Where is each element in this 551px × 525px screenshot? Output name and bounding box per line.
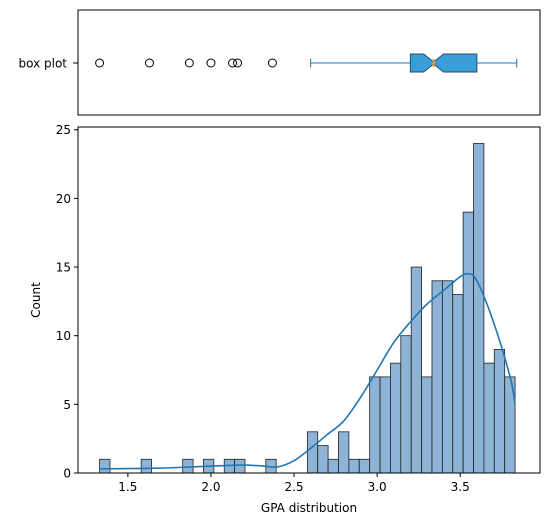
histogram-bar: [410, 266, 422, 474]
x-ticks: 1.5 2.0 2.5 3.0 3.5: [118, 473, 470, 494]
notched-box: [409, 53, 478, 73]
y-ticks: 0 5 10 15 20 25: [56, 123, 78, 481]
histogram-bar: [348, 458, 360, 474]
histogram-bar: [452, 294, 464, 474]
histogram-bar: [327, 458, 339, 474]
box-plot-axes: box plot: [18, 9, 541, 116]
x-tick-label: 2.0: [201, 480, 220, 494]
histogram-bar: [441, 280, 454, 474]
histogram-bar: [338, 431, 350, 474]
histogram-bar: [234, 458, 246, 474]
histogram-bar: [317, 445, 329, 474]
outlier-point: [144, 58, 154, 68]
y-tick-label: 15: [56, 261, 71, 275]
histogram-bar: [369, 376, 381, 474]
histogram-bar: [390, 362, 402, 474]
histogram-frame: [77, 126, 541, 474]
x-tick-label: 3.0: [368, 480, 387, 494]
box-plot-content: [95, 53, 518, 73]
outlier-point: [184, 58, 194, 68]
y-tick-label: 20: [56, 192, 71, 206]
histogram-bar: [421, 376, 433, 474]
outlier-point: [95, 58, 105, 68]
histogram-bar: [400, 335, 412, 474]
y-tick-label: 10: [56, 329, 71, 343]
x-tick-label: 1.5: [118, 480, 137, 494]
histogram-bar: [473, 143, 485, 474]
histogram-bar: [493, 349, 506, 474]
kde-curve: [99, 272, 516, 470]
histogram-bar: [379, 376, 391, 474]
histogram-bar: [358, 458, 371, 474]
histogram-bar: [483, 362, 495, 474]
x-tick-label: 3.5: [451, 480, 470, 494]
outlier-point: [267, 58, 277, 68]
x-axis-label: GPA distribution: [261, 501, 357, 515]
kde-curve-group: [99, 272, 516, 470]
y-tick-label: 25: [56, 123, 71, 137]
box-category-label: box plot: [18, 57, 67, 71]
outlier-point: [233, 58, 243, 68]
histogram-bar: [431, 280, 443, 474]
y-axis-label: Count: [29, 282, 43, 318]
x-tick-label: 2.5: [284, 480, 303, 494]
histogram-bar: [306, 431, 319, 474]
histogram-bar: [462, 211, 474, 474]
histogram-axes: 1.5 2.0 2.5 3.0 3.5 0 5 10 15 20 25 GPA distribut…: [29, 123, 541, 515]
y-tick-label: 5: [63, 398, 71, 412]
histogram-bar: [140, 458, 152, 474]
outlier-point: [206, 58, 216, 68]
outlier-point: [228, 58, 238, 68]
histogram-bar: [99, 458, 111, 474]
y-tick-label: 0: [63, 467, 71, 481]
